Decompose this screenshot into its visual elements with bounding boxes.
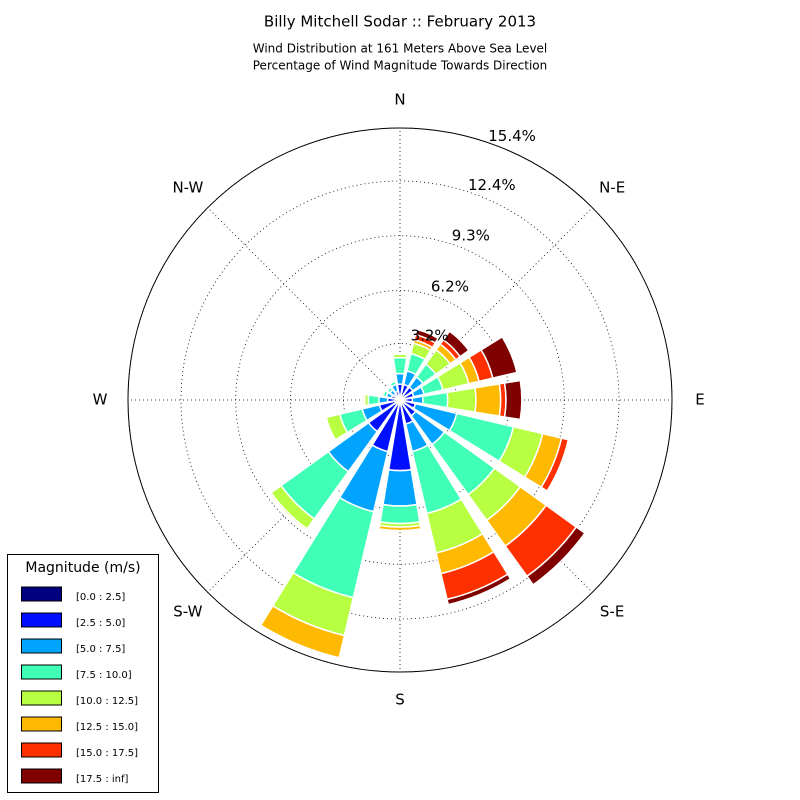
radial-tick-label: 6.2%	[431, 277, 469, 295]
radial-tick-label: 12.4%	[468, 176, 516, 194]
legend-swatch	[21, 612, 62, 628]
bar-segment	[378, 395, 389, 405]
bar-segment	[446, 573, 512, 606]
legend-label: [10.0 : 12.5]	[76, 696, 138, 707]
bar-segment	[367, 394, 380, 406]
legend-label: [7.5 : 10.0]	[76, 670, 132, 681]
bar-segment	[268, 493, 307, 532]
bar-segment	[260, 624, 340, 659]
chart-title: Billy Mitchell Sodar :: February 2013	[264, 13, 536, 31]
bar-segment	[414, 328, 440, 344]
legend-label: [5.0 : 7.5]	[76, 644, 125, 655]
direction-label: N-E	[599, 178, 625, 196]
legend-label: [12.5 : 15.0]	[76, 722, 138, 733]
direction-label: N-W	[172, 178, 203, 196]
bar-segment	[392, 353, 408, 356]
legend-label: [17.5 : inf]	[76, 774, 129, 785]
chart-subtitle: Wind Distribution at 161 Meters Above Se…	[253, 42, 548, 56]
grid-ring	[180, 180, 620, 620]
legend-swatch	[21, 664, 62, 680]
legend-swatch	[21, 690, 62, 706]
outer-circle	[127, 127, 673, 673]
bar-segment	[421, 391, 449, 409]
direction-label: W	[93, 391, 108, 409]
bar-segment	[325, 417, 337, 441]
radial-grid-line	[399, 207, 593, 401]
legend-label: [2.5 : 5.0]	[76, 618, 125, 629]
bar-segment	[480, 335, 518, 380]
radial-grid-line	[207, 207, 401, 401]
legend-swatch	[21, 742, 62, 758]
legend-label: [0.0 : 2.5]	[76, 592, 125, 603]
legend-swatch	[21, 768, 62, 784]
direction-label: S-W	[173, 603, 202, 621]
bar-segment	[525, 525, 586, 586]
bar-segment	[442, 330, 470, 358]
legend-swatch	[21, 716, 62, 732]
radial-tick-label: 9.3%	[452, 227, 490, 245]
legend-label: [15.0 : 17.5]	[76, 748, 138, 759]
chart-subtitle: Percentage of Wind Magnitude Towards Dir…	[253, 59, 547, 73]
legend-swatch	[21, 638, 62, 654]
direction-label: S	[395, 691, 405, 709]
bar-segment	[411, 395, 424, 405]
radial-tick-label: 3.2%	[411, 326, 449, 344]
legend-swatch	[21, 586, 62, 602]
bar-segment	[503, 379, 523, 421]
bar-segment	[392, 356, 408, 375]
direction-label: N	[394, 91, 405, 109]
bar-segment	[379, 503, 421, 525]
bar-segment	[446, 386, 477, 414]
bar-segment	[380, 389, 385, 396]
radial-tick-label: 15.4%	[488, 127, 536, 145]
bar-segment	[382, 468, 418, 507]
bar-segment	[474, 383, 502, 417]
bar-segment	[394, 372, 406, 386]
direction-label: S-E	[600, 603, 624, 621]
direction-label: E	[695, 391, 704, 409]
legend-title: Magnitude (m/s)	[25, 560, 140, 576]
